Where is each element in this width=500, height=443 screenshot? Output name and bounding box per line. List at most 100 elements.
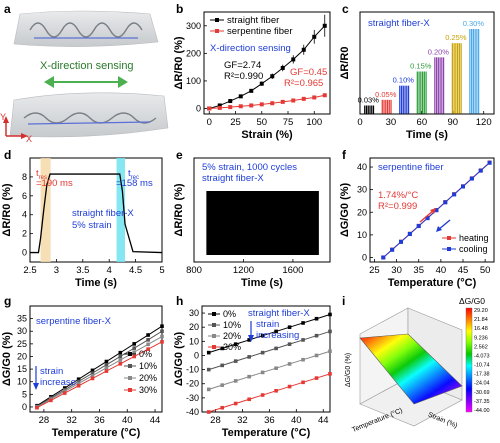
- series-line: [208, 373, 331, 413]
- data-point: [287, 362, 292, 366]
- x-axis-label: Strain (%): [241, 129, 293, 141]
- colorbar-tick-label: 16.48: [474, 326, 488, 332]
- y-tick-label: 4: [22, 210, 27, 220]
- x-tick-label: 40: [291, 415, 302, 426]
- x-tick-label: 0: [207, 117, 212, 128]
- x-tick-label: 30: [391, 265, 402, 276]
- data-point: [443, 200, 448, 205]
- x-tick-label: 75: [283, 117, 294, 128]
- x-tick-label: 100: [306, 117, 322, 128]
- data-point: [212, 345, 216, 349]
- data-point: [128, 364, 132, 368]
- legend-label: 10%: [223, 320, 241, 330]
- x-tick-label: 40: [122, 415, 133, 426]
- data-point: [247, 397, 251, 402]
- data-point: [274, 329, 278, 334]
- y-tick-label: 30: [17, 326, 27, 336]
- data-point: [461, 184, 465, 189]
- data-point: [160, 329, 164, 334]
- annotation-increase: increase: [40, 377, 76, 388]
- pulse-bar: [476, 29, 478, 114]
- colorbar-tick-label: 9.236: [474, 335, 488, 341]
- y-tick-label: 0: [362, 252, 367, 262]
- y-tick-label: 0: [194, 350, 199, 360]
- data-point: [146, 333, 150, 337]
- data-point: [228, 105, 233, 110]
- data-point: [469, 176, 474, 181]
- pulse-bar: [402, 85, 404, 114]
- plot-frame: [369, 157, 495, 263]
- pulse-bar: [458, 43, 460, 114]
- heating-arrowhead: [430, 208, 436, 214]
- data-point: [247, 374, 251, 379]
- x-tick-label: 36: [264, 415, 275, 426]
- data-point: [314, 353, 319, 358]
- panel-label-g: g: [4, 294, 12, 308]
- data-point: [274, 389, 278, 393]
- data-point: [212, 334, 216, 338]
- pulse-bar: [434, 57, 436, 114]
- colorbar-tick-label: -37.35: [474, 399, 490, 405]
- x-axis-label: Temperature (°C): [388, 277, 477, 289]
- data-point: [399, 239, 403, 244]
- data-point: [425, 216, 430, 221]
- cooling-arrowhead: [436, 226, 442, 232]
- data-point: [260, 333, 265, 338]
- annotation-tres: tres: [36, 168, 47, 181]
- x-tick-label: 50: [480, 265, 491, 276]
- x-tick-label: 25: [230, 117, 241, 128]
- annotation-gf-straight: GF=2.74: [224, 60, 261, 71]
- data-point: [287, 342, 292, 346]
- colorbar-tick-label: 21.84: [474, 317, 488, 323]
- data-point: [312, 34, 317, 39]
- data-point: [62, 391, 67, 395]
- x-tick-label: 44: [318, 415, 329, 426]
- y-tick-label: 5: [22, 389, 27, 399]
- annotation-r2-serpentine: R²=0.965: [284, 78, 323, 89]
- y-tick-label: 6: [22, 191, 27, 201]
- axis-x-label: X: [26, 134, 33, 144]
- pulse-bar: [456, 43, 459, 114]
- data-point: [132, 350, 137, 354]
- series-line: [36, 325, 163, 407]
- y-tick-label: 10: [17, 377, 27, 387]
- pulse-bar: [399, 85, 401, 114]
- x-axis-label: Time (s): [241, 277, 283, 289]
- colorbar: [465, 307, 473, 413]
- data-point: [301, 380, 305, 385]
- legend-label: 20%: [139, 373, 157, 383]
- shaded-region: [40, 158, 51, 262]
- data-point: [49, 398, 53, 403]
- data-point: [416, 224, 421, 229]
- data-point: [118, 358, 123, 362]
- data-point: [146, 347, 150, 351]
- colorbar-tick-label: 2.562: [474, 344, 488, 350]
- series-line: [36, 336, 163, 408]
- data-point: [249, 103, 254, 108]
- annotation-trec: trec: [128, 168, 139, 181]
- pulse-bar: [365, 105, 368, 114]
- pulse-bar: [407, 85, 410, 114]
- data-point: [233, 401, 238, 406]
- pulse-bar: [385, 99, 387, 114]
- strain-label: 0.03%: [358, 96, 380, 105]
- data-point: [280, 65, 285, 70]
- data-point: [274, 366, 278, 370]
- x-tick-label: 32: [66, 415, 77, 426]
- panel-label-h: h: [176, 294, 184, 308]
- x-axis-label: Time (s): [406, 129, 448, 141]
- data-point: [291, 98, 296, 103]
- colorbar-tick-label: -30.69: [474, 390, 490, 396]
- shaded-region: [116, 158, 126, 262]
- data-point: [132, 354, 137, 359]
- pulse-bar: [435, 57, 438, 114]
- pulse-bar: [367, 105, 369, 114]
- x-tick-label: 60: [417, 117, 428, 128]
- pulse-bar: [439, 57, 441, 114]
- annotation-gf-serpentine: GF=0.45: [290, 67, 327, 78]
- pulse-bar: [390, 99, 392, 114]
- pulse-bar: [469, 29, 471, 114]
